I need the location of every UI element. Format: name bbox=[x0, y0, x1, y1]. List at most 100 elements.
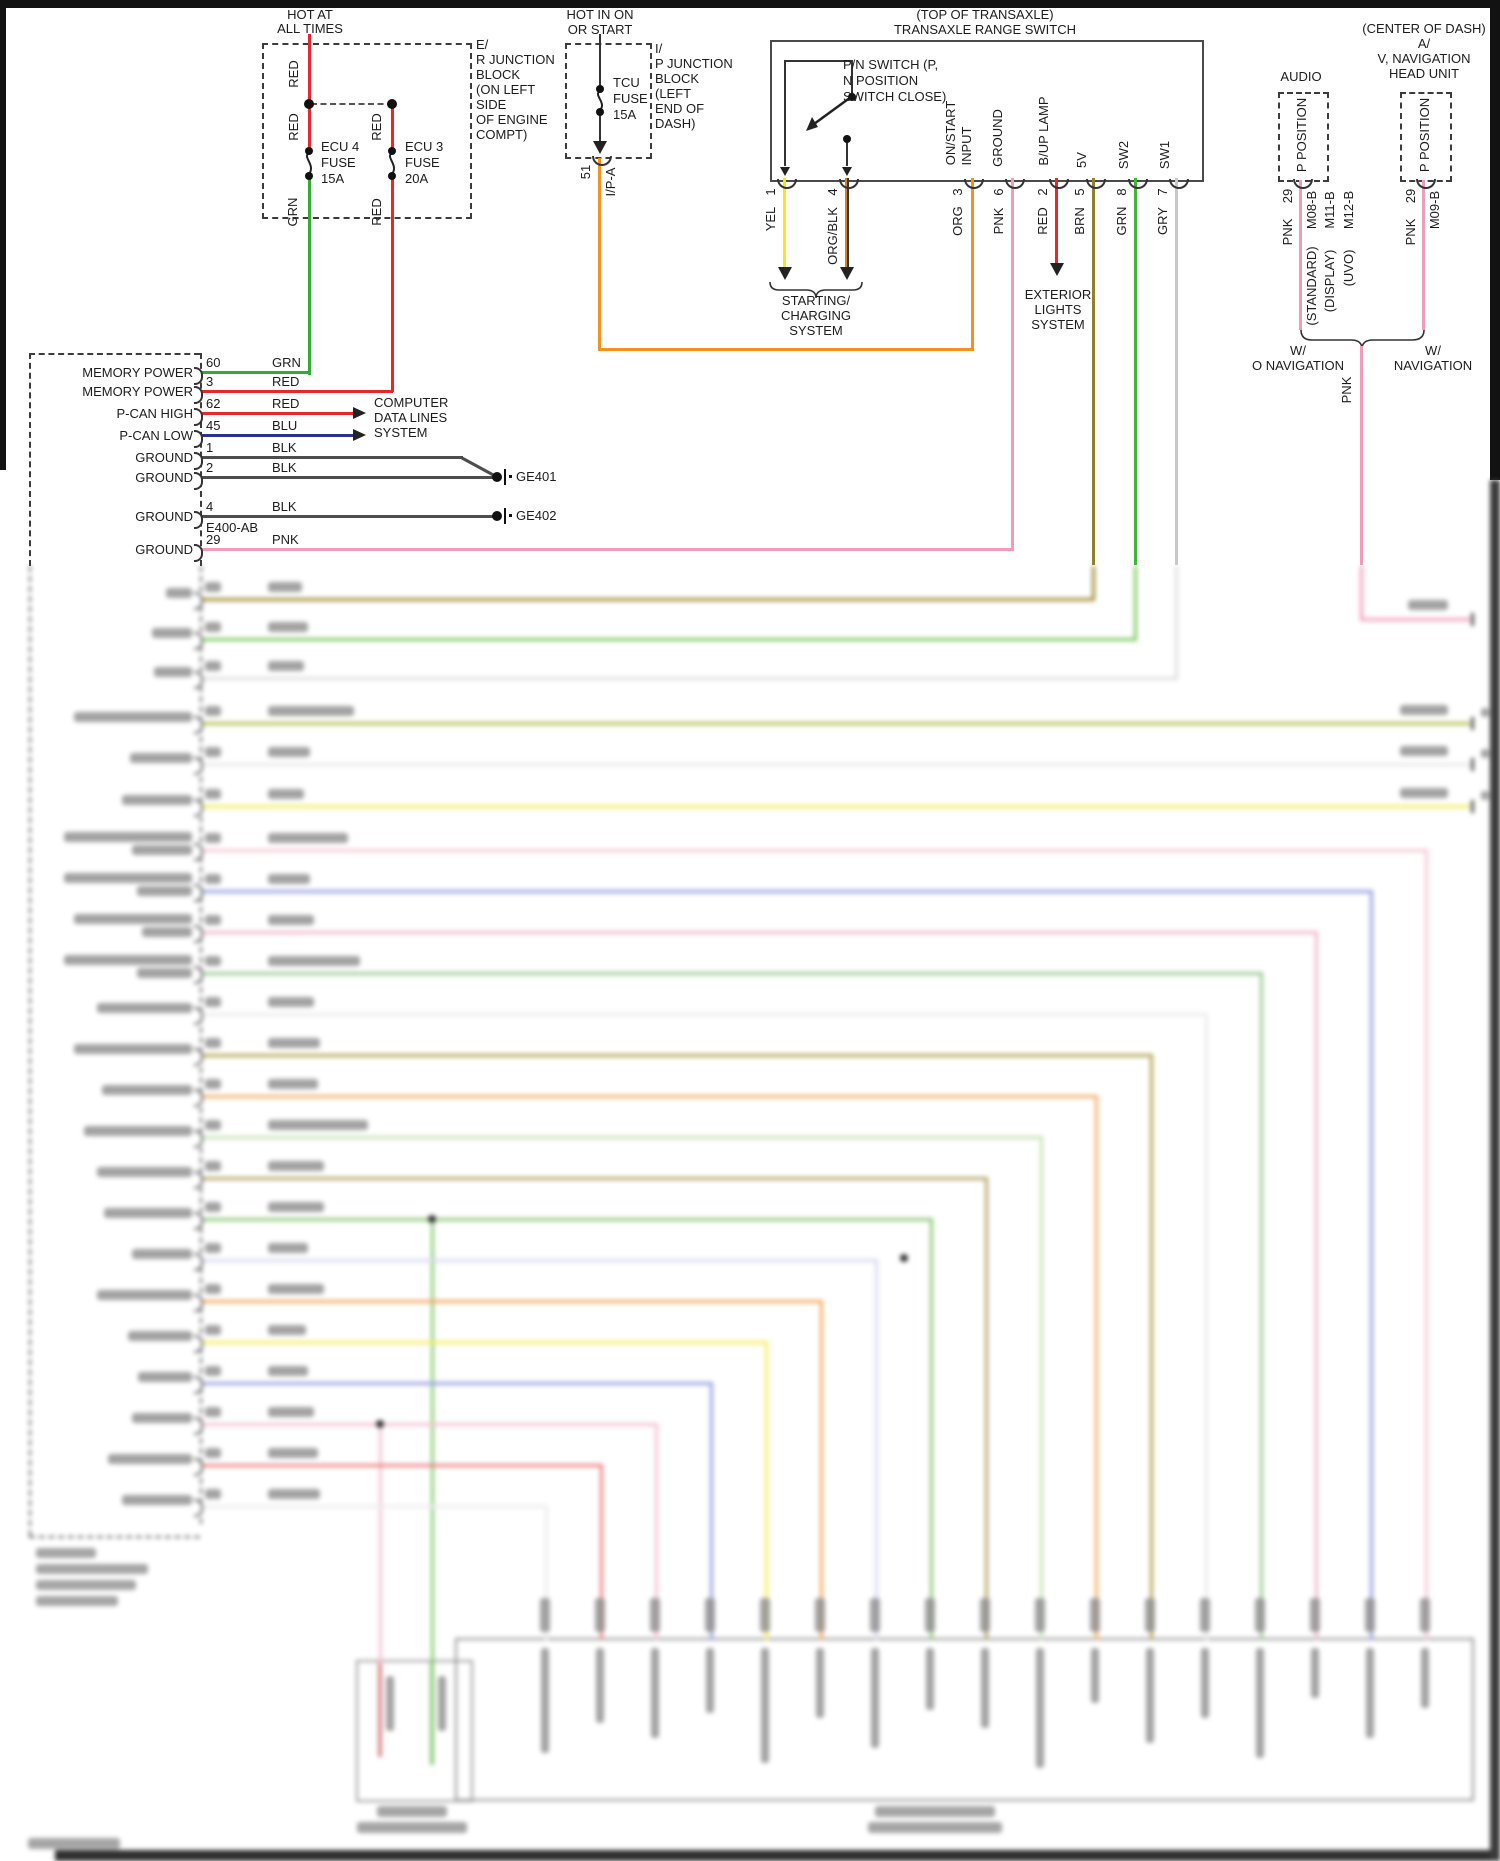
hot-in-on-or-start: HOT IN ON bbox=[566, 7, 634, 22]
pn-switch: SWITCH CLOSE) bbox=[843, 89, 947, 104]
blurred-pin-color-label bbox=[1365, 1598, 1375, 1632]
ip-junction-block: DASH) bbox=[655, 116, 696, 131]
fuse-tcu: FUSE bbox=[613, 91, 648, 106]
blurred-wire-row bbox=[203, 1300, 822, 1303]
er-junction-block: SIDE bbox=[476, 97, 507, 112]
blurred-branch-vertical bbox=[379, 1423, 382, 1664]
blurred-wire-row bbox=[203, 763, 1470, 766]
blurred-pin-number bbox=[205, 1284, 221, 1294]
junction-dot bbox=[388, 172, 396, 180]
pn-switch: N POSITION bbox=[843, 73, 919, 88]
wire-color: BLU bbox=[272, 418, 298, 433]
tcm-pin-blurred bbox=[194, 1171, 203, 1189]
fuse-ecu4: FUSE bbox=[321, 155, 356, 170]
blurred-pin-number bbox=[205, 1120, 221, 1130]
wire-color: BLK bbox=[272, 499, 297, 514]
blurred-left-label bbox=[97, 1290, 192, 1300]
small-box-pin-wire bbox=[430, 1662, 434, 1765]
blurred-left-label bbox=[132, 1413, 192, 1423]
blurred-left-label bbox=[132, 1249, 192, 1259]
wire-segment bbox=[308, 104, 311, 150]
blurred-wire-vertical bbox=[875, 1259, 878, 1640]
wire-segment bbox=[308, 178, 311, 375]
wire-segment bbox=[1360, 346, 1363, 565]
transaxle-header: (TOP OF TRANSAXLE) bbox=[916, 7, 1054, 22]
blurred-wire-vertical bbox=[1315, 931, 1318, 1640]
blurred-left-label bbox=[132, 845, 192, 855]
blurred-connector-pin-label bbox=[1146, 1648, 1154, 1743]
ground-id: GE401 bbox=[516, 469, 557, 484]
blurred-end-label bbox=[1400, 705, 1448, 715]
pin-number: 62 bbox=[206, 396, 221, 411]
blurred-pin-color-label bbox=[595, 1598, 605, 1632]
blurred-wire-vertical bbox=[1425, 849, 1428, 1640]
page-border-top bbox=[0, 0, 1500, 8]
tcm-pin-blurred bbox=[194, 925, 203, 943]
blurred-pin-color-label bbox=[1090, 1598, 1100, 1632]
connector-id: E400-AB bbox=[206, 520, 259, 535]
blurred-connector-pin-label bbox=[1256, 1648, 1264, 1758]
ground-symbol bbox=[509, 514, 512, 517]
blurred-wire-row bbox=[203, 1136, 1042, 1139]
blurred-wire-row bbox=[203, 1505, 547, 1508]
junction-dot bbox=[492, 472, 502, 482]
tcm-pin-label: GROUND bbox=[135, 450, 193, 465]
blurred-pin-number bbox=[205, 915, 221, 925]
page-border-right-blurred bbox=[1490, 480, 1500, 1861]
wire-segment bbox=[311, 103, 393, 105]
blurred-wire-color-label bbox=[268, 1366, 308, 1376]
nav-head-unit-header: V, NAVIGATION bbox=[1377, 51, 1471, 66]
blurred-pin-color-label bbox=[540, 1598, 550, 1632]
blurred-pin-number bbox=[205, 1325, 221, 1335]
blurred-pin-number bbox=[205, 1161, 221, 1171]
blurred-wire-color-label bbox=[268, 1038, 320, 1048]
blurred-connector-pin-label bbox=[871, 1648, 879, 1748]
page-border-left bbox=[0, 8, 6, 470]
pin-number: 2 bbox=[206, 460, 214, 475]
blurred-wire-color-label bbox=[268, 956, 360, 966]
blurred-wire-row bbox=[203, 677, 1177, 680]
blurred-wire-row bbox=[203, 849, 1427, 852]
arrowhead bbox=[353, 407, 366, 419]
junction-dot bbox=[596, 108, 604, 116]
ip-junction-block: END OF bbox=[655, 101, 705, 116]
ip-junction-block: (LEFT bbox=[655, 86, 692, 101]
wire-segment bbox=[1092, 178, 1095, 565]
wire-segment bbox=[200, 456, 463, 459]
blurred-left-label bbox=[104, 1208, 192, 1218]
blurred-connector-pin-label bbox=[596, 1648, 604, 1723]
computer-data-lines-system: SYSTEM bbox=[374, 425, 428, 440]
blurred-rotated-label bbox=[438, 1676, 446, 1731]
blurred-wire-vertical bbox=[1260, 972, 1263, 1640]
starting-charging-system: CHARGING bbox=[780, 308, 852, 323]
blurred-left-label bbox=[154, 667, 192, 677]
blurred-wire-vertical bbox=[820, 1300, 823, 1640]
blurred-wire-row bbox=[203, 722, 1470, 725]
tcm-pin-label: P-CAN HIGH bbox=[116, 406, 193, 421]
blurred-wire-color-label bbox=[268, 1448, 318, 1458]
blurred-connector-pin-label bbox=[706, 1648, 714, 1713]
wire-segment bbox=[391, 178, 394, 392]
blurred-wire-vertical bbox=[1092, 566, 1095, 601]
blurred-pin-number bbox=[205, 1448, 221, 1458]
wire-segment bbox=[200, 515, 495, 518]
tcm-pin bbox=[194, 430, 203, 448]
blurred-wire-color-label bbox=[268, 1284, 324, 1294]
blurred-pin-color-label bbox=[650, 1598, 660, 1632]
arrowhead bbox=[780, 167, 790, 176]
fuse-tcu: TCU bbox=[613, 75, 640, 90]
tcm-pin-blurred bbox=[194, 1417, 203, 1435]
exterior-lights-system: LIGHTS bbox=[1034, 302, 1082, 317]
exterior-lights-system: EXTERIOR bbox=[1024, 287, 1092, 302]
blurred-wire-row bbox=[203, 805, 1470, 808]
blurred-wire-color-label bbox=[268, 747, 310, 757]
blurred-pin-number bbox=[205, 789, 221, 799]
blurred-branch-vertical bbox=[431, 1218, 434, 1664]
blurred-wire-row bbox=[203, 972, 1262, 975]
ground-symbol bbox=[504, 469, 506, 485]
tcm-pin-blurred bbox=[194, 671, 203, 689]
blurred-wire-color-label bbox=[268, 1325, 306, 1335]
